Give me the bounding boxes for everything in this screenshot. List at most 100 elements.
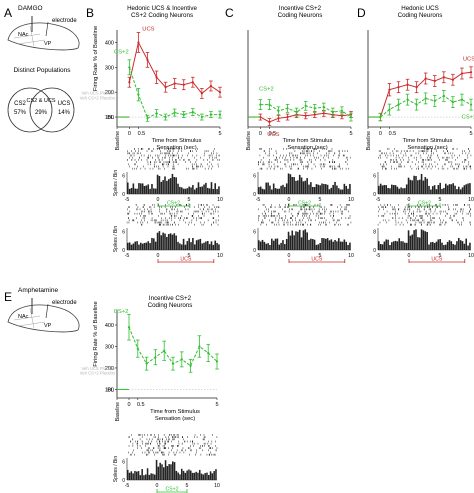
panel-d-hist-bar: [435, 189, 438, 194]
panel-d-hist-bar: [428, 185, 430, 194]
panel-b-hist-bar: [162, 232, 164, 250]
panel-b-hist-bar: [197, 239, 200, 250]
panel-c-hist-bar: [297, 231, 299, 250]
panel-d-hist-bar: [415, 229, 417, 250]
panel-c-hist-bar: [302, 230, 305, 250]
panel-c-hist-bar: [308, 239, 310, 250]
panel-e-hist-bar: [211, 473, 214, 480]
panel-d-ucs-series-point: [451, 78, 454, 81]
panel-c-hist-x-tick-label: 0: [288, 197, 291, 203]
panel-c-hist-bar: [282, 184, 284, 194]
panel-e-hist-bar: [130, 471, 133, 480]
panel-b-hist-bar: [182, 188, 185, 194]
panel-e-title: Incentive CS+2 Coding Neurons: [148, 295, 193, 309]
panel-d-cs-series: [368, 90, 473, 122]
panel-d-hist-bar: [461, 187, 464, 194]
panel-e-y-tick-label: 400: [105, 323, 114, 329]
panel-c-hist-x-tick-label: 5: [319, 197, 322, 203]
panel-b-hist-bar: [192, 185, 194, 194]
panel-b-x-tick-label: 0.5: [138, 131, 146, 137]
panel-c-cs-series-point: [286, 107, 289, 110]
panel-d-hist-bar: [407, 230, 410, 250]
panel-b-hist-bar: [188, 186, 190, 194]
panel-c-hist-bar: [343, 183, 346, 194]
panel-b-hist-bar: [208, 188, 211, 194]
panel-d-hist-bar: [450, 241, 453, 250]
panel-d-title-line: Hedonic UCS: [401, 5, 439, 12]
panel-letter-c: C: [225, 6, 234, 20]
panel-b-hist-y-tick-label: 6: [122, 229, 125, 235]
panel-c-hist-bar: [263, 189, 266, 194]
panel-c-x-tick-label: 0: [259, 131, 262, 137]
panel-c-annotation-ucs: UCS: [267, 132, 279, 138]
panel-c-hist-bar: [321, 238, 323, 250]
panel-b-hist-bar: [147, 184, 150, 194]
panel-b-hist-bar: [192, 237, 194, 250]
panel-c-hist-bar: [304, 180, 307, 194]
venn-ucs-percent: 14%: [58, 110, 71, 116]
panel-c-hist-bar: [285, 239, 288, 250]
panel-c-hist-bar: [319, 243, 321, 250]
panel-e-cs-series-point: [154, 356, 157, 359]
panel-e-hist-bar: [143, 475, 145, 480]
panel-b-hist-bar: [164, 233, 166, 250]
panel-c-ucs-series-point: [313, 113, 316, 116]
panel-c-hist-bar: [343, 239, 346, 250]
panel-c-hist-bar: [313, 186, 316, 194]
panel-b-hist-y-tick-label: 0: [122, 192, 125, 198]
panel-e-hist-bar: [150, 473, 152, 480]
panel-d-hist-bar: [469, 242, 471, 250]
panel-e-hist-bar: [134, 470, 136, 480]
panel-c-hist-bar: [282, 240, 284, 250]
panel-d-stimulus-bar-label: CS+2: [418, 201, 431, 207]
panel-c-hist-x-tick-label: 5: [319, 253, 322, 259]
electrode-wire-e: [45, 303, 49, 319]
panel-d-hist-bar: [379, 183, 382, 194]
panel-d-hist-bar: [385, 239, 388, 250]
panel-b-hist-bar: [145, 185, 148, 194]
electrode-label-a: electrode: [52, 18, 77, 24]
panel-b-title-line: Hedonic UCS & Incentive: [127, 5, 197, 12]
panel-d-hist-bar: [400, 241, 402, 250]
panel-b-hist-bar: [210, 182, 213, 194]
venn-ucs-name: UCS: [58, 101, 71, 107]
panel-b-hist-bar: [138, 183, 140, 194]
panel-b-ucs-series-point: [164, 86, 167, 89]
panel-e-stimulus-bar-label: CS+2: [165, 487, 178, 493]
panel-d-hist-x-tick-label: -5: [376, 197, 381, 203]
panel-d-annotation-cs2: CS+2: [462, 115, 474, 121]
panel-d-hist-bar: [409, 179, 412, 194]
brain-section-lines-e: [13, 307, 46, 329]
panel-c-hist-bar: [315, 184, 318, 194]
panel-c-cs-series-point: [313, 107, 316, 110]
panel-e-hist-bar: [208, 475, 210, 480]
panel-c-hist-bar: [272, 183, 275, 194]
panel-d-hist-bar: [426, 178, 428, 194]
panel-b-hist-bar: [158, 231, 161, 250]
panel-c-hist-bar: [330, 239, 333, 250]
panel-b-hist-bar: [134, 241, 137, 250]
panel-d-hist-bar: [441, 188, 443, 194]
panel-b-hist-bar: [179, 243, 181, 250]
panel-b-ucs-series-point: [200, 92, 203, 95]
panel-c-hist-bar: [337, 188, 340, 194]
panel-c-ucs-series-point: [286, 115, 289, 119]
panel-b-hist-x-tick-label: 0: [157, 253, 160, 259]
panel-b-hist-bar: [153, 188, 155, 194]
panel-e-hist-bar: [188, 469, 190, 480]
panel-d-hist-x-tick-label: 5: [439, 197, 442, 203]
panel-c-hist-bar: [284, 244, 286, 250]
panel-e-cs-series-point: [189, 364, 192, 367]
panel-d-hist-bar: [465, 184, 468, 194]
panel-c-ucs-series-point: [322, 112, 325, 115]
panel-c-hist-bar: [341, 189, 344, 194]
panel-c-hist-bar: [349, 183, 351, 194]
panel-c-stimulus-bar-label: CS+2: [298, 201, 311, 207]
panel-e-hist-bar: [206, 472, 208, 480]
venn-overlap-percent: 29%: [35, 110, 48, 116]
panel-e-hist-bar: [164, 460, 167, 480]
panel-d-hist-bar: [398, 238, 401, 250]
panel-c-hist-bar: [295, 231, 297, 250]
panel-c-hist-bar: [285, 183, 288, 194]
